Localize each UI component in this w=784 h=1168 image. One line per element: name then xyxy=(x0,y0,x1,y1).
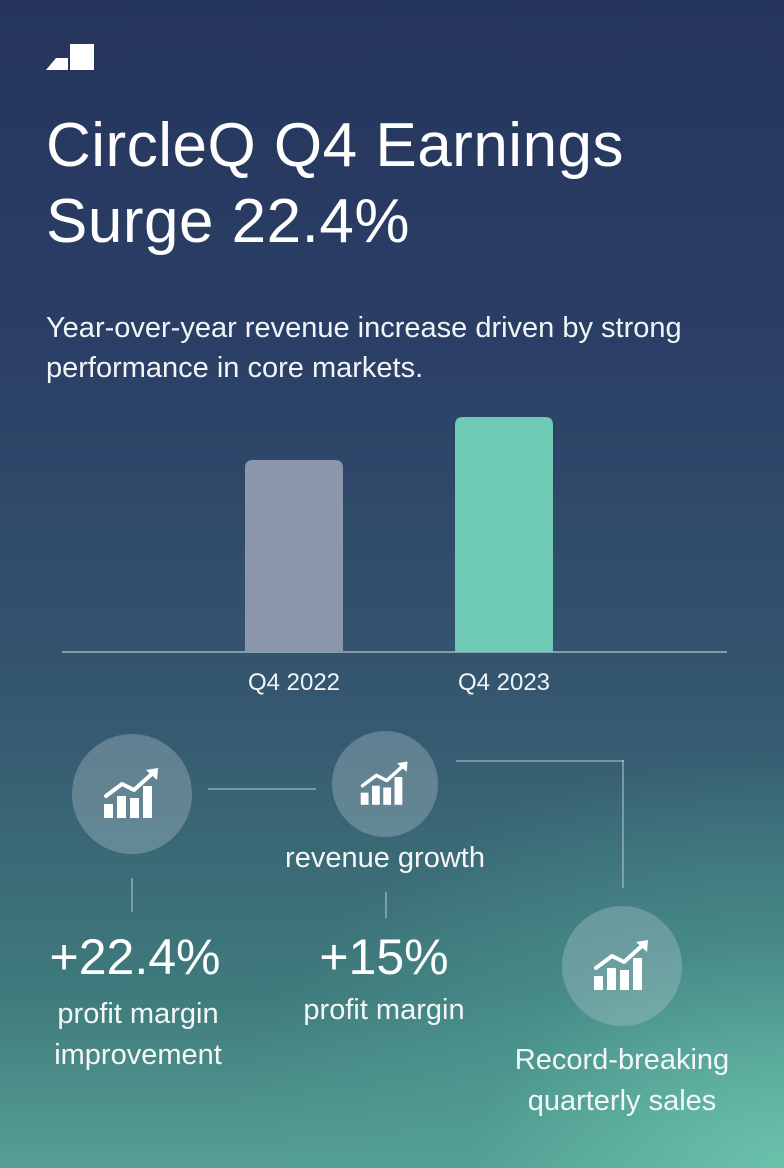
x-tick-label: Q4 2023 xyxy=(458,669,550,696)
connector-line xyxy=(456,760,624,762)
connector-line xyxy=(208,788,316,790)
connector-line xyxy=(131,878,133,912)
growth-chart-icon xyxy=(72,734,192,854)
margin-improvement-value: +22.4% xyxy=(49,929,221,985)
margin-improvement-label: profit margin improvement xyxy=(54,998,222,1071)
logo-icon xyxy=(46,44,94,70)
profit-margin-value: +15% xyxy=(319,929,449,985)
growth-chart-icon xyxy=(332,731,438,837)
bar-q4-2022 xyxy=(245,460,343,652)
revenue-growth-label: revenue growth xyxy=(285,842,485,874)
profit-margin-label: profit margin xyxy=(303,994,465,1026)
revenue-bar-chart: Q4 2022 Q4 2023 xyxy=(62,416,727,696)
page-subtitle: Year-over-year revenue increase driven b… xyxy=(46,312,682,385)
record-sales-label: Record-breaking quarterly sales xyxy=(514,1044,730,1117)
x-tick-label: Q4 2022 xyxy=(248,669,340,696)
connector-line xyxy=(385,892,387,918)
bar-q4-2023 xyxy=(455,416,553,652)
page-title: CircleQ Q4 Earnings Surge 22.4% xyxy=(46,111,625,256)
growth-chart-icon xyxy=(562,906,682,1026)
connector-line xyxy=(622,760,624,888)
